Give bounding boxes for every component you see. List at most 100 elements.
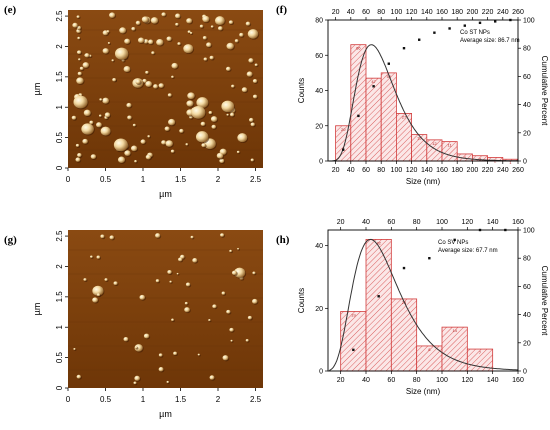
bar-value-label-1: 42 <box>376 240 381 245</box>
x-tick-label-top: 180 <box>451 9 463 16</box>
particle <box>197 353 201 356</box>
particle <box>226 113 229 116</box>
x-tick-label-top: 120 <box>461 219 473 226</box>
y-axis-label: Counts <box>297 78 306 103</box>
bar-value-label-1: 66 <box>356 46 361 51</box>
x-tick-label-bottom: 140 <box>487 377 499 384</box>
particle <box>161 12 166 17</box>
particle <box>250 122 255 127</box>
particle <box>113 281 118 286</box>
particle <box>201 143 206 148</box>
legend-text-0: Co SV NPs <box>438 240 468 246</box>
particle <box>145 80 153 88</box>
x-tick-label: 1.5 <box>175 175 187 184</box>
particle <box>145 70 149 74</box>
particle <box>171 75 174 79</box>
particle <box>252 271 256 275</box>
particle <box>104 278 108 282</box>
cumulative-point-1 <box>377 295 380 298</box>
y2-tick-label: 80 <box>523 46 531 53</box>
particle <box>173 351 178 356</box>
particle <box>192 258 198 263</box>
particle <box>252 94 258 99</box>
particle <box>196 97 209 108</box>
bar-value-label-4: 14 <box>452 328 457 333</box>
particle <box>220 233 225 237</box>
particle <box>96 255 101 259</box>
x-tick-label-bottom: 20 <box>337 377 345 384</box>
bar-4 <box>441 326 468 372</box>
particle <box>76 77 84 85</box>
x-tick-label-top: 80 <box>413 219 421 226</box>
x-tick-label: 0 <box>66 395 71 404</box>
panel-label-g: (g) <box>4 234 17 246</box>
particle <box>226 309 231 314</box>
x-tick-label-bottom: 80 <box>377 167 385 174</box>
particle <box>90 154 97 160</box>
particle <box>179 128 184 133</box>
bar-value-label-6: 12 <box>432 141 437 146</box>
particle <box>76 50 82 55</box>
bar-3 <box>380 72 397 162</box>
legend-text-1: Average size: 86.7 nm <box>460 38 520 44</box>
particle <box>76 374 82 379</box>
particle <box>81 123 94 135</box>
y2-axis-label: Cumulative Percent <box>540 56 548 127</box>
cumulative-point-2 <box>372 85 375 88</box>
particle <box>202 15 210 23</box>
x-tick-label-bottom: 40 <box>347 167 355 174</box>
particle <box>156 38 164 46</box>
particle <box>107 41 111 45</box>
panel-label-h: (h) <box>276 234 290 246</box>
particle <box>209 55 214 60</box>
cumulative-point-3 <box>428 257 431 260</box>
particle <box>208 318 211 322</box>
bar-value-label-8: 4 <box>464 155 467 160</box>
bar-2 <box>365 77 382 162</box>
x-tick-label-bottom: 260 <box>512 167 524 174</box>
particle <box>175 13 181 19</box>
particle <box>206 42 212 48</box>
bar-value-label-5: 7 <box>479 350 482 355</box>
bar-value-label-3: 8 <box>428 347 431 352</box>
y-tick-label: 0.5 <box>55 132 64 144</box>
particle <box>186 18 193 24</box>
particle <box>92 285 104 296</box>
particle <box>76 15 80 19</box>
x-tick-label: 2 <box>216 395 221 404</box>
x-tick-label: 1 <box>141 175 146 184</box>
y-tick-label: 2 <box>55 264 64 269</box>
cumulative-point-7 <box>448 27 451 30</box>
particle <box>170 149 175 153</box>
x-tick-label: 0 <box>66 175 71 184</box>
particle <box>246 71 253 77</box>
y-tick-label: 2 <box>55 44 64 49</box>
bar-value-label-2: 47 <box>371 79 376 84</box>
x-tick-label-top: 60 <box>362 9 370 16</box>
x-tick-label-bottom: 120 <box>406 167 418 174</box>
x-tick-label-top: 100 <box>391 9 403 16</box>
x-tick-label-bottom: 60 <box>362 167 370 174</box>
particle <box>158 367 164 372</box>
x-tick-label-bottom: 60 <box>387 377 395 384</box>
particle <box>254 63 258 67</box>
y-tick-label: 2.5 <box>55 10 64 22</box>
particle <box>141 16 149 23</box>
particle <box>184 307 190 313</box>
x-tick-label-bottom: 180 <box>451 167 463 174</box>
particle <box>153 84 158 89</box>
bar-value-label-9: 3 <box>479 157 482 162</box>
y-tick-label: 1 <box>55 104 64 109</box>
y2-tick-label: 60 <box>523 284 531 291</box>
y-tick-label: 20 <box>315 123 323 130</box>
particle <box>230 339 233 342</box>
particle <box>112 78 117 82</box>
x-axis-label: µm <box>159 409 172 419</box>
particle <box>158 83 164 88</box>
particle <box>209 375 215 380</box>
particle <box>165 140 173 147</box>
x-tick-label-bottom: 100 <box>391 167 403 174</box>
particle <box>221 291 226 295</box>
legend-text-1: Average size: 67.7 nm <box>438 248 498 254</box>
x-tick-label-bottom: 200 <box>467 167 479 174</box>
